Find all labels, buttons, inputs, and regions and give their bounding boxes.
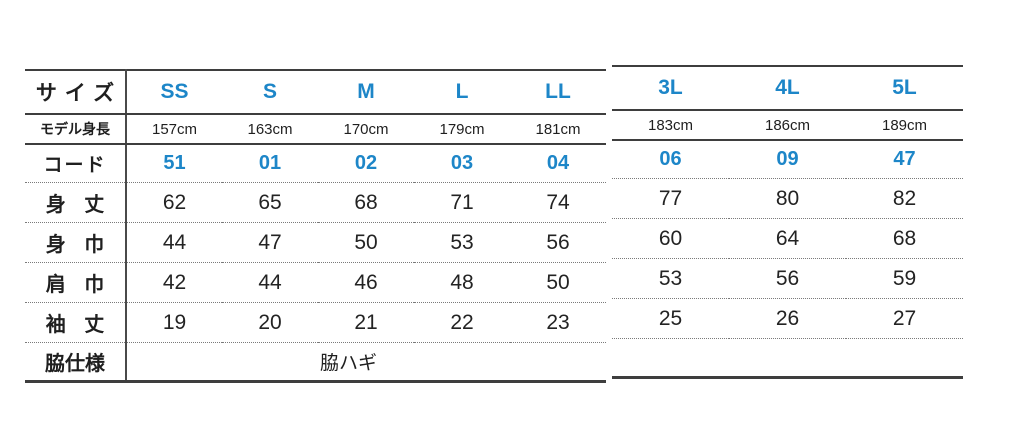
row-label-body-length: 身 丈 xyxy=(25,182,127,223)
sleeve-length-row: 25 26 27 xyxy=(612,298,963,339)
body-width-cell: 64 xyxy=(729,218,846,259)
row-label-size: サイズ xyxy=(25,70,127,115)
model-height-cell: 189cm xyxy=(846,110,963,141)
body-length-cell: 74 xyxy=(510,182,606,223)
body-length-cell: 77 xyxy=(612,178,729,219)
sleeve-length-cell: 27 xyxy=(846,298,963,339)
code-cell: 09 xyxy=(729,140,846,179)
code-cell: 03 xyxy=(414,144,510,183)
shoulder-width-cell: 42 xyxy=(126,262,222,303)
shoulder-width-cell: 44 xyxy=(222,262,318,303)
code-cell: 04 xyxy=(510,144,606,183)
size-chart-left-section: サイズ SS S M L LL モデル身長 157cm 163cm 170cm … xyxy=(25,69,606,383)
body-length-cell: 65 xyxy=(222,182,318,223)
model-height-cell: 157cm xyxy=(126,114,222,145)
body-width-cell: 47 xyxy=(222,222,318,263)
shoulder-width-cell: 56 xyxy=(729,258,846,299)
row-label-shoulder-width: 肩 巾 xyxy=(25,262,127,303)
shoulder-width-cell: 59 xyxy=(846,258,963,299)
body-length-cell: 71 xyxy=(414,182,510,223)
body-length-row: 77 80 82 xyxy=(612,178,963,219)
code-row: コード 51 01 02 03 04 xyxy=(25,144,606,183)
code-cell: 01 xyxy=(222,144,318,183)
sleeve-length-cell: 19 xyxy=(126,302,222,343)
body-length-cell: 62 xyxy=(126,182,222,223)
body-width-cell: 68 xyxy=(846,218,963,259)
sleeve-length-cell: 23 xyxy=(510,302,606,343)
row-label-body-width: 身 巾 xyxy=(25,222,127,263)
body-width-row: 身 巾 44 47 50 53 56 xyxy=(25,222,606,263)
shoulder-width-cell: 50 xyxy=(510,262,606,303)
side-spec-value-cell: 脇ハギ xyxy=(319,353,377,374)
size-spec-chart: サイズ SS S M L LL モデル身長 157cm 163cm 170cm … xyxy=(25,65,963,383)
model-height-cell: 170cm xyxy=(318,114,414,145)
size-chart-right-section: 3L 4L 5L 183cm 186cm 189cm 06 09 47 77 8… xyxy=(612,65,963,379)
sleeve-length-cell: 25 xyxy=(612,298,729,339)
size-col-header: 3L xyxy=(612,66,729,111)
side-spec-row: 脇仕様 脇ハギ xyxy=(25,342,606,382)
model-height-row: 183cm 186cm 189cm xyxy=(612,110,963,141)
body-width-cell: 56 xyxy=(510,222,606,263)
size-header-row: 3L 4L 5L xyxy=(612,66,963,111)
code-row: 06 09 47 xyxy=(612,140,963,179)
model-height-cell: 181cm xyxy=(510,114,606,145)
size-col-header: SS xyxy=(126,70,222,115)
model-height-cell: 163cm xyxy=(222,114,318,145)
shoulder-width-cell: 46 xyxy=(318,262,414,303)
size-header-row: サイズ SS S M L LL xyxy=(25,70,606,115)
shoulder-width-cell: 48 xyxy=(414,262,510,303)
sleeve-length-cell: 22 xyxy=(414,302,510,343)
side-spec-row xyxy=(612,339,963,378)
shoulder-width-cell: 53 xyxy=(612,258,729,299)
row-label-model-height: モデル身長 xyxy=(25,114,127,145)
shoulder-width-row: 53 56 59 xyxy=(612,258,963,299)
code-cell: 06 xyxy=(612,140,729,179)
body-width-cell: 50 xyxy=(318,222,414,263)
body-length-cell: 68 xyxy=(318,182,414,223)
row-label-code: コード xyxy=(25,144,127,183)
size-col-header: S xyxy=(222,70,318,115)
body-width-cell: 53 xyxy=(414,222,510,263)
shoulder-width-row: 肩 巾 42 44 46 48 50 xyxy=(25,262,606,303)
row-label-sleeve-length: 袖 丈 xyxy=(25,302,127,343)
code-cell: 51 xyxy=(126,144,222,183)
size-col-header: LL xyxy=(510,70,606,115)
side-spec-empty-cell xyxy=(612,339,963,378)
model-height-row: モデル身長 157cm 163cm 170cm 179cm 181cm xyxy=(25,114,606,145)
body-width-cell: 44 xyxy=(126,222,222,263)
size-col-header: 5L xyxy=(846,66,963,111)
sleeve-length-cell: 26 xyxy=(729,298,846,339)
model-height-cell: 179cm xyxy=(414,114,510,145)
size-col-header: 4L xyxy=(729,66,846,111)
size-col-header: L xyxy=(414,70,510,115)
model-height-cell: 186cm xyxy=(729,110,846,141)
model-height-cell: 183cm xyxy=(612,110,729,141)
code-cell: 47 xyxy=(846,140,963,179)
body-length-cell: 80 xyxy=(729,178,846,219)
size-col-header: M xyxy=(318,70,414,115)
sleeve-length-cell: 21 xyxy=(318,302,414,343)
body-length-row: 身 丈 62 65 68 71 74 xyxy=(25,182,606,223)
code-cell: 02 xyxy=(318,144,414,183)
body-width-cell: 60 xyxy=(612,218,729,259)
sleeve-length-row: 袖 丈 19 20 21 22 23 xyxy=(25,302,606,343)
body-width-row: 60 64 68 xyxy=(612,218,963,259)
row-label-side-spec: 脇仕様 xyxy=(25,342,127,382)
sleeve-length-cell: 20 xyxy=(222,302,318,343)
body-length-cell: 82 xyxy=(846,178,963,219)
